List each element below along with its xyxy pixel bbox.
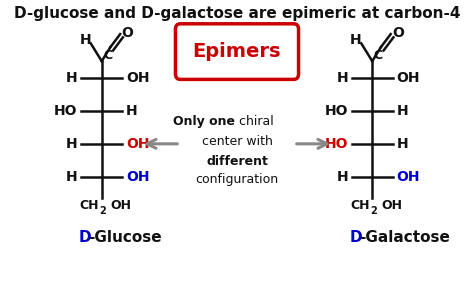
Text: O: O	[121, 26, 133, 40]
Text: O: O	[392, 26, 404, 40]
Text: H: H	[337, 71, 348, 85]
Text: -Galactose: -Galactose	[359, 230, 450, 245]
Text: H: H	[337, 170, 348, 184]
Text: chiral: chiral	[235, 115, 274, 128]
Text: OH: OH	[126, 170, 149, 184]
Text: OH: OH	[110, 200, 131, 213]
Text: D-glucose and D-galactose are epimeric at carbon-4: D-glucose and D-galactose are epimeric a…	[14, 6, 460, 21]
Text: 2: 2	[370, 206, 377, 216]
Text: OH: OH	[397, 170, 420, 184]
Text: center with: center with	[201, 135, 273, 148]
Text: OH: OH	[126, 137, 149, 151]
Text: D: D	[349, 230, 362, 245]
FancyBboxPatch shape	[175, 24, 299, 80]
Text: -Glucose: -Glucose	[89, 230, 162, 245]
Text: OH: OH	[397, 71, 420, 85]
Text: H: H	[66, 170, 77, 184]
Text: CH: CH	[80, 200, 99, 213]
Text: D: D	[79, 230, 91, 245]
Text: H: H	[80, 33, 91, 47]
Text: different: different	[206, 155, 268, 168]
Text: configuration: configuration	[195, 173, 279, 186]
Text: Only one: Only one	[173, 115, 235, 128]
Text: H: H	[66, 137, 77, 151]
Text: H: H	[397, 104, 408, 118]
Text: 2: 2	[100, 206, 106, 216]
Text: HO: HO	[325, 104, 348, 118]
Text: Epimers: Epimers	[193, 42, 281, 61]
Text: H: H	[350, 33, 362, 47]
Text: H: H	[397, 137, 408, 151]
Text: HO: HO	[325, 137, 348, 151]
Text: H: H	[126, 104, 137, 118]
Text: C: C	[374, 49, 383, 62]
Text: C: C	[103, 49, 112, 62]
Text: H: H	[66, 71, 77, 85]
Text: HO: HO	[54, 104, 77, 118]
Text: OH: OH	[381, 200, 402, 213]
Text: OH: OH	[126, 71, 149, 85]
Text: CH: CH	[350, 200, 370, 213]
